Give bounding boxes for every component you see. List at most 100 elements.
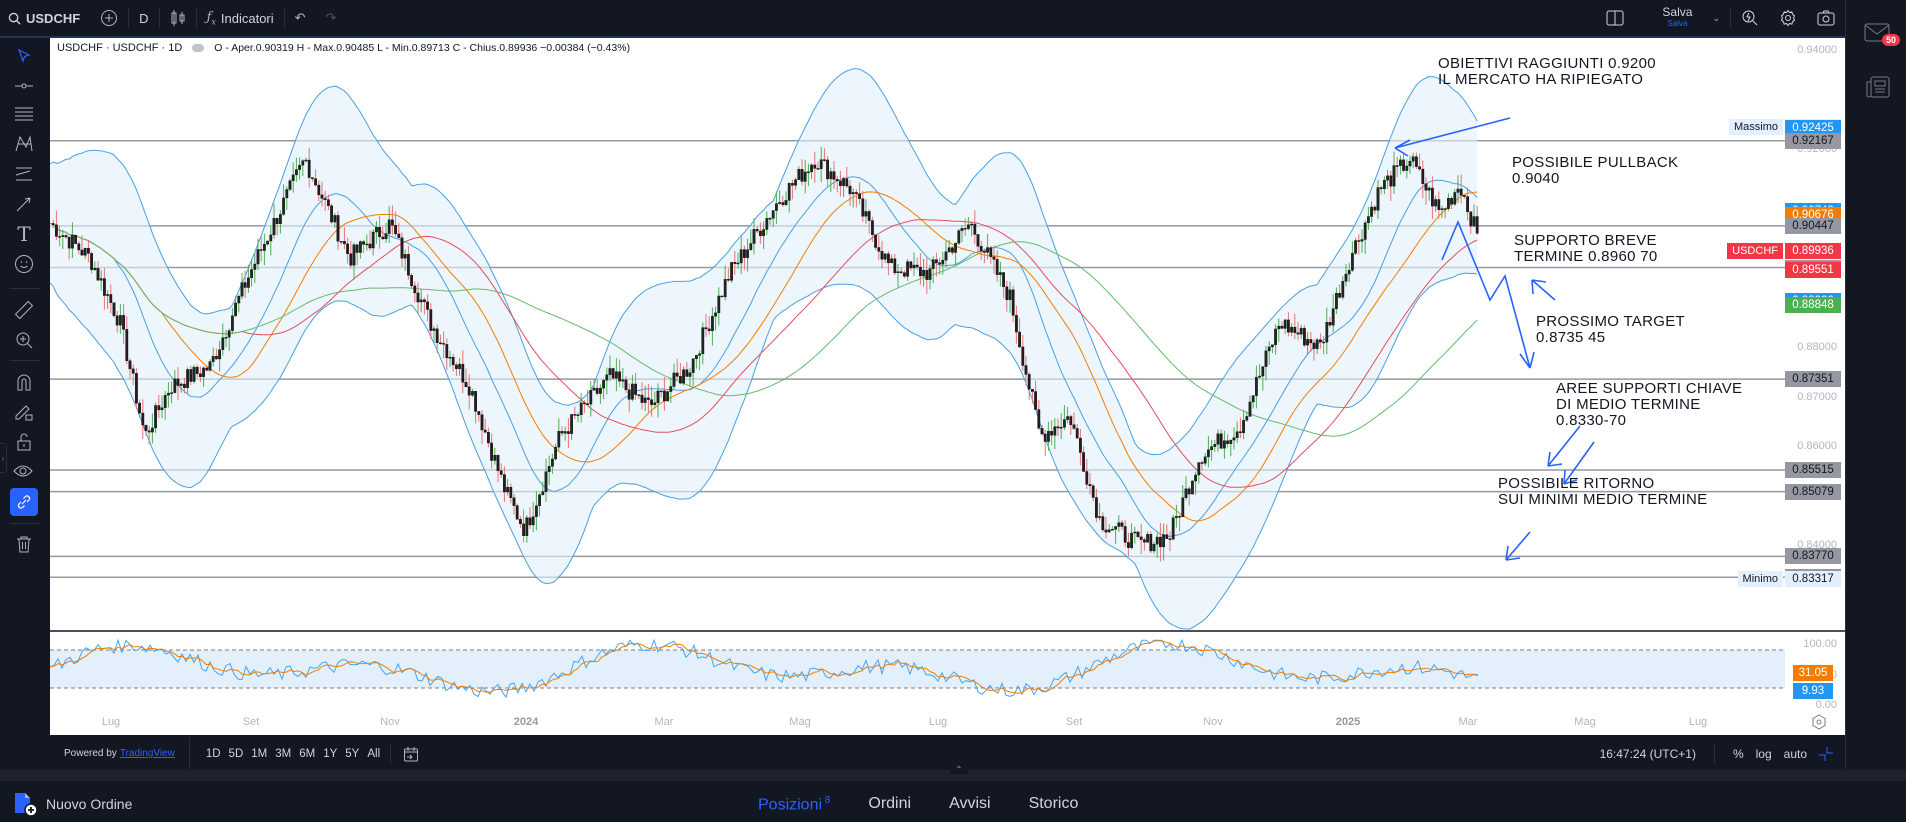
range-6m[interactable]: 6M	[299, 747, 316, 760]
candle-body	[1072, 424, 1076, 429]
candle-body	[794, 179, 798, 186]
new-order-button[interactable]: Nuovo Ordine	[12, 791, 132, 817]
range-1m[interactable]: 1M	[251, 747, 268, 760]
price-scale[interactable]: 0.94000 0.92000 0.88000 0.87000 0.86000 0.840…	[1727, 38, 1845, 735]
text-annotation[interactable]: POSSIBILE PULLBACK 0.9040	[1512, 154, 1679, 187]
candle-body	[861, 198, 865, 217]
sync-drawings-tool[interactable]	[10, 488, 38, 516]
auto-toggle[interactable]: auto	[1783, 746, 1807, 761]
tab-ordini[interactable]: Ordini	[868, 795, 911, 814]
range-all[interactable]: All	[367, 747, 381, 760]
candle-body	[743, 249, 746, 258]
clock-label[interactable]: 16:47:24 (UTC+1)	[1599, 746, 1696, 761]
range-5y[interactable]: 5Y	[345, 747, 360, 760]
time-axis[interactable]: Lug Set Nov 2024 Mar Mag Lug Set Nov 2025 Mar Mag Lu…	[50, 710, 1785, 735]
save-button[interactable]: Salva Salva	[1652, 6, 1702, 29]
indicators-button[interactable]: ƒx Indicatori	[197, 0, 284, 37]
lock-all-tool[interactable]	[10, 428, 38, 456]
candle-body	[1002, 272, 1006, 287]
candle-body	[1386, 175, 1390, 181]
screenshot-button[interactable]	[1807, 0, 1845, 37]
undo-button[interactable]: ↶	[285, 0, 316, 37]
candle-body	[1082, 452, 1086, 472]
zoom-in-tool[interactable]	[10, 326, 38, 354]
text-annotation[interactable]: POSSIBILE RITORNO SUI MINIMI MEDIO TERMI…	[1498, 475, 1708, 508]
drawn-arrow[interactable]	[1531, 279, 1556, 301]
candle-body	[1018, 331, 1022, 348]
candle-body	[298, 164, 301, 170]
chart-area[interactable]: USDCHF · USDCHF · 1D O - Aper.0.90319 H …	[50, 38, 1845, 735]
magnet-tool[interactable]	[10, 368, 38, 396]
tradingview-link[interactable]: TradingView	[119, 748, 175, 759]
symbol-search-button[interactable]: USDCHF	[0, 0, 90, 37]
measure-tool[interactable]	[10, 296, 38, 324]
emoji-tool[interactable]	[10, 250, 38, 278]
text-annotation[interactable]: AREE SUPPORTI CHIAVE DI MEDIO TERMINE 0.…	[1556, 380, 1743, 429]
text-annotation[interactable]: OBIETTIVI RAGGIUNTI 0.9200 IL MERCATO HA…	[1438, 55, 1656, 88]
range-3m[interactable]: 3M	[275, 747, 292, 760]
candle-body	[551, 458, 554, 467]
drawn-arrow[interactable]	[1505, 531, 1531, 561]
redo-button[interactable]: ↷	[316, 0, 347, 37]
candle-body	[797, 169, 801, 180]
news-button[interactable]	[1866, 76, 1890, 98]
collapse-panel-button[interactable]: ⌃	[950, 765, 968, 774]
arrow-tool[interactable]	[10, 190, 38, 218]
text-annotation[interactable]: PROSSIMO TARGET 0.8735 45	[1536, 313, 1685, 346]
candle-body	[157, 405, 161, 411]
candle-body	[1075, 428, 1079, 439]
pattern-tool[interactable]	[10, 130, 38, 158]
candle-body	[1357, 240, 1361, 242]
quick-search-button[interactable]	[1731, 0, 1769, 37]
candle-body	[570, 414, 574, 434]
text-annotation[interactable]: SUPPORTO BREVE TERMINE 0.8960 70	[1514, 232, 1658, 265]
save-dropdown-button[interactable]: ⌄	[1702, 0, 1730, 37]
panel-resize-strip[interactable]: ⌃	[0, 765, 1906, 781]
scale-settings-button[interactable]	[1811, 714, 1827, 730]
lock-drawings-tool[interactable]	[10, 398, 38, 426]
candle-body	[1142, 539, 1146, 543]
cursor-tool[interactable]	[10, 42, 38, 70]
tab-avvisi[interactable]: Avvisi	[949, 795, 991, 814]
range-1d[interactable]: 1D	[205, 747, 221, 760]
candle-body	[1015, 315, 1018, 333]
candle-body	[1354, 240, 1358, 254]
remove-drawings-tool[interactable]	[10, 530, 38, 558]
drawn-arrow[interactable]	[1547, 425, 1581, 467]
expand-toolbar-handle[interactable]: ›	[0, 443, 7, 473]
chart-type-button[interactable]	[160, 0, 196, 37]
candle-body	[989, 247, 993, 258]
compare-symbol-button[interactable]	[90, 0, 128, 37]
horizontal-line-tool[interactable]	[10, 72, 38, 100]
candle-body	[1235, 431, 1239, 438]
candle-body	[1392, 165, 1396, 187]
log-toggle[interactable]: log	[1755, 746, 1772, 761]
legend-toggle-icon[interactable]	[192, 44, 205, 52]
candle-body	[202, 367, 205, 377]
notifications-button[interactable]: 50	[1864, 22, 1901, 46]
layout-button[interactable]	[1596, 0, 1634, 37]
range-5d[interactable]: 5D	[228, 747, 244, 760]
drawn-arrow[interactable]	[1394, 117, 1511, 157]
text-tool[interactable]: T	[10, 220, 38, 248]
interval-button[interactable]: D	[129, 0, 158, 37]
goto-date-button[interactable]	[397, 746, 425, 762]
drawn-arrow[interactable]	[1563, 441, 1595, 485]
candle-body	[1229, 439, 1233, 444]
range-1y[interactable]: 1Y	[323, 747, 338, 760]
candle-body	[291, 174, 295, 181]
drawn-arrow[interactable]	[1441, 219, 1535, 369]
projection-tool[interactable]	[10, 160, 38, 188]
fib-tool[interactable]	[10, 100, 38, 128]
divider	[1713, 743, 1715, 764]
candle-body	[1446, 198, 1450, 209]
price-chart-canvas[interactable]	[50, 38, 1845, 735]
candle-body	[653, 402, 657, 405]
tab-posizioni[interactable]: Posizioni 8	[758, 795, 830, 814]
hide-drawings-tool[interactable]	[10, 458, 38, 486]
reset-scale-button[interactable]	[1819, 746, 1833, 761]
percent-toggle[interactable]: %	[1732, 746, 1744, 761]
candle-body	[567, 431, 570, 434]
tab-storico[interactable]: Storico	[1029, 795, 1079, 814]
settings-button[interactable]	[1769, 0, 1807, 37]
